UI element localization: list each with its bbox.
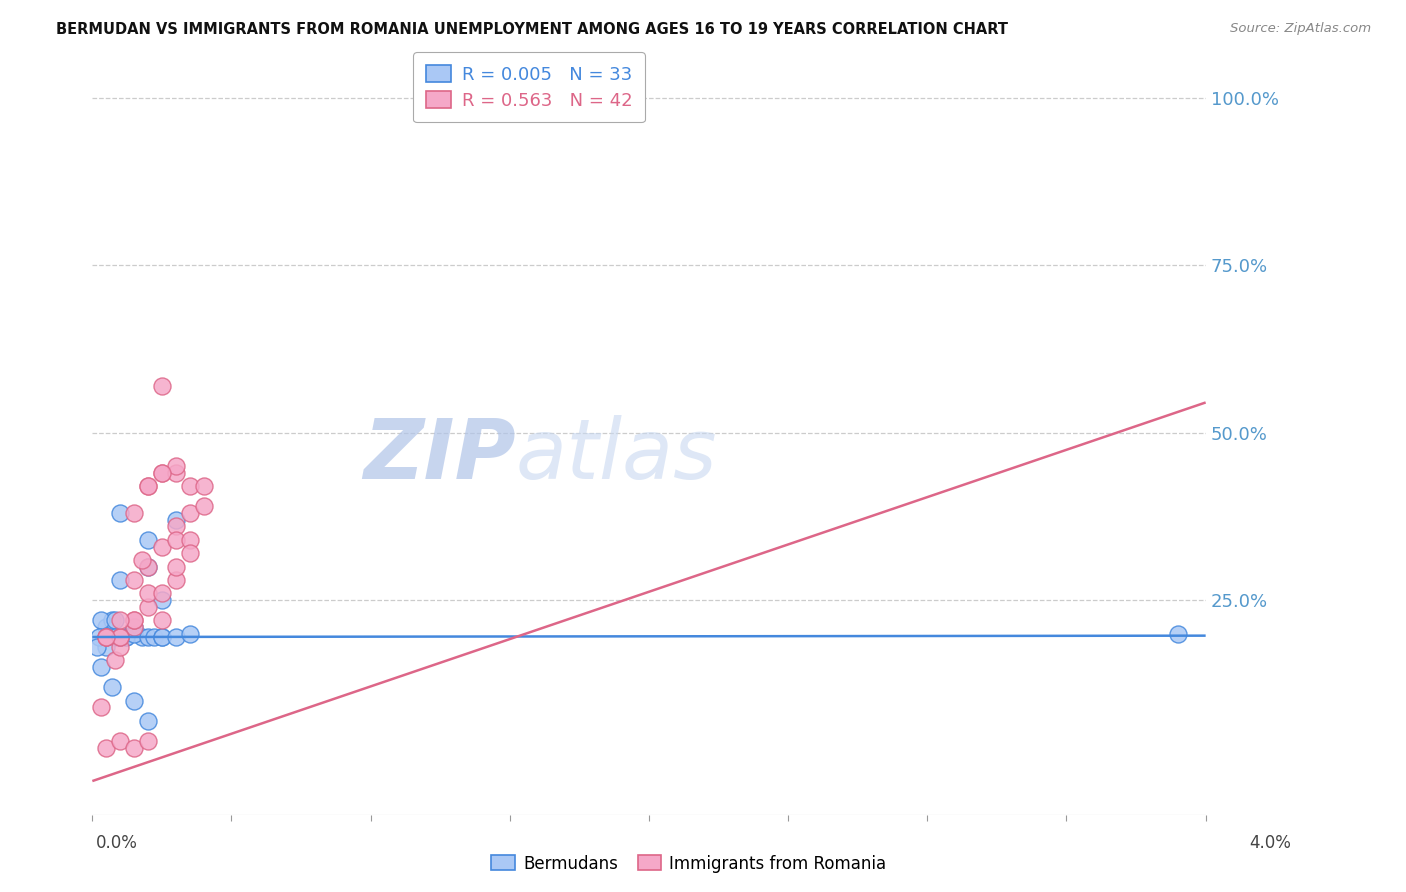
- Point: [179, 533, 201, 547]
- Point: [114, 630, 136, 644]
- Point: [136, 559, 159, 574]
- Point: [165, 573, 187, 587]
- Point: [165, 533, 187, 547]
- Text: atlas: atlas: [516, 415, 717, 496]
- Point: [114, 630, 136, 644]
- Point: [108, 630, 131, 644]
- Point: [108, 630, 131, 644]
- Point: [122, 506, 145, 520]
- Point: [96, 630, 118, 644]
- Point: [108, 734, 131, 748]
- Point: [108, 640, 131, 654]
- Point: [90, 660, 112, 674]
- Point: [90, 613, 112, 627]
- Point: [96, 630, 118, 644]
- Point: [96, 630, 118, 644]
- Point: [179, 546, 201, 560]
- Point: [136, 559, 159, 574]
- Point: [136, 714, 159, 728]
- Point: [142, 630, 165, 644]
- Point: [104, 653, 127, 667]
- Point: [150, 593, 173, 607]
- Point: [150, 630, 173, 644]
- Point: [165, 459, 187, 474]
- Legend: R = 0.005   N = 33, R = 0.563   N = 42: R = 0.005 N = 33, R = 0.563 N = 42: [413, 52, 645, 122]
- Point: [136, 586, 159, 600]
- Point: [108, 573, 131, 587]
- Point: [122, 620, 145, 634]
- Point: [136, 479, 159, 493]
- Point: [165, 519, 187, 533]
- Point: [165, 559, 187, 574]
- Point: [136, 533, 159, 547]
- Point: [108, 506, 131, 520]
- Point: [179, 626, 201, 640]
- Legend: Bermudans, Immigrants from Romania: Bermudans, Immigrants from Romania: [485, 848, 893, 880]
- Point: [150, 540, 173, 554]
- Point: [1167, 626, 1189, 640]
- Point: [104, 630, 127, 644]
- Point: [150, 378, 173, 392]
- Point: [108, 630, 131, 644]
- Point: [104, 613, 127, 627]
- Point: [90, 700, 112, 714]
- Point: [179, 506, 201, 520]
- Point: [122, 613, 145, 627]
- Point: [96, 740, 118, 755]
- Point: [165, 630, 187, 644]
- Point: [122, 620, 145, 634]
- Point: [193, 479, 215, 493]
- Point: [131, 630, 153, 644]
- Point: [122, 693, 145, 707]
- Point: [179, 479, 201, 493]
- Point: [122, 740, 145, 755]
- Point: [122, 613, 145, 627]
- Text: 4.0%: 4.0%: [1249, 834, 1291, 852]
- Point: [165, 466, 187, 480]
- Point: [150, 630, 173, 644]
- Point: [136, 630, 159, 644]
- Point: [122, 573, 145, 587]
- Point: [101, 613, 124, 627]
- Point: [193, 500, 215, 514]
- Point: [96, 620, 118, 634]
- Text: 0.0%: 0.0%: [96, 834, 138, 852]
- Point: [165, 513, 187, 527]
- Point: [101, 680, 124, 694]
- Point: [96, 630, 118, 644]
- Text: ZIP: ZIP: [363, 415, 516, 496]
- Point: [122, 626, 145, 640]
- Point: [150, 613, 173, 627]
- Point: [136, 599, 159, 614]
- Point: [150, 586, 173, 600]
- Point: [108, 630, 131, 644]
- Point: [150, 466, 173, 480]
- Point: [136, 734, 159, 748]
- Text: Source: ZipAtlas.com: Source: ZipAtlas.com: [1230, 22, 1371, 36]
- Point: [89, 630, 111, 644]
- Point: [96, 640, 118, 654]
- Point: [136, 479, 159, 493]
- Text: BERMUDAN VS IMMIGRANTS FROM ROMANIA UNEMPLOYMENT AMONG AGES 16 TO 19 YEARS CORRE: BERMUDAN VS IMMIGRANTS FROM ROMANIA UNEM…: [56, 22, 1008, 37]
- Point: [131, 553, 153, 567]
- Point: [150, 466, 173, 480]
- Point: [108, 613, 131, 627]
- Point: [86, 640, 108, 654]
